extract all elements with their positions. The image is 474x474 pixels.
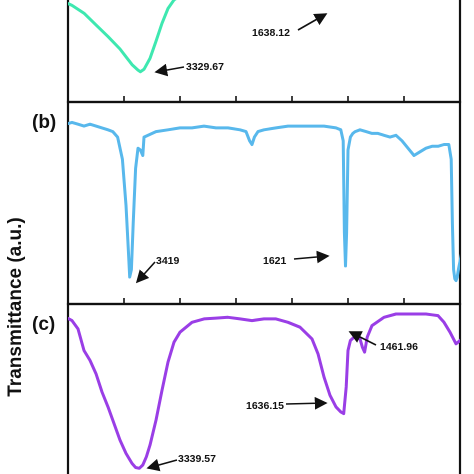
panel-c: 3339.57 1636.15 1461.96 <box>66 302 462 474</box>
spectrum-line <box>68 120 460 283</box>
y-axis-label: Transmittance (a.u.) <box>5 217 26 397</box>
peak-label: 3329.67 <box>186 61 224 73</box>
peak-arrow <box>285 396 328 410</box>
peak-arrow <box>348 331 377 346</box>
spectrum-line <box>68 312 460 470</box>
panel-a: 3329.67 1638.12 <box>66 0 462 104</box>
peak-label: 3419 <box>156 255 180 267</box>
panel-label-c: (c) <box>32 314 55 335</box>
panel-label-b: (b) <box>32 112 56 133</box>
peak-label: 1638.12 <box>252 27 290 39</box>
panel-b: 3419 1621 <box>66 100 462 306</box>
panel-frame <box>66 302 462 474</box>
peak-arrow <box>146 458 178 472</box>
spectrum-line <box>68 0 177 74</box>
panels-group: 3329.67 1638.12 3419 1621 3339.57 1636.15 1461… <box>66 0 462 474</box>
peak-label: 1636.15 <box>246 400 284 412</box>
panel-frame <box>66 0 462 104</box>
peak-arrow <box>135 261 156 284</box>
peak-arrow <box>154 63 185 77</box>
peak-arrow <box>293 250 330 264</box>
peak-arrow <box>297 13 328 31</box>
peak-label: 1621 <box>263 255 287 267</box>
peak-label: 1461.96 <box>380 341 418 353</box>
peak-label: 3339.57 <box>178 453 216 465</box>
